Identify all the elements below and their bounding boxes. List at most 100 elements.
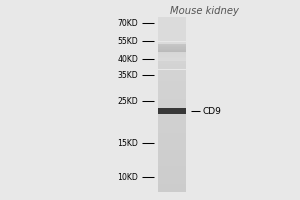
Bar [158, 187, 186, 189]
Bar [158, 172, 186, 173]
Bar [158, 113, 186, 114]
Bar [158, 85, 186, 86]
Bar [158, 146, 186, 148]
Bar [158, 93, 186, 94]
Bar [158, 166, 186, 168]
Bar [158, 23, 186, 24]
Bar [158, 36, 186, 37]
Bar [158, 59, 186, 60]
Bar [158, 112, 186, 113]
Bar [158, 164, 186, 165]
Bar [158, 150, 186, 151]
Bar [158, 177, 186, 178]
Bar [158, 48, 186, 50]
Bar [158, 182, 186, 183]
Bar [158, 131, 186, 132]
Bar [158, 88, 186, 89]
Bar [158, 65, 186, 66]
Bar [158, 148, 186, 149]
Bar [158, 170, 186, 171]
Bar [158, 158, 186, 159]
Bar [158, 24, 186, 25]
Bar [158, 51, 186, 52]
Bar [158, 176, 186, 177]
Bar [158, 174, 186, 176]
Bar [158, 107, 186, 108]
Bar [158, 30, 186, 31]
Bar [158, 157, 186, 158]
Bar [158, 118, 186, 120]
Bar [158, 47, 186, 48]
Bar [158, 39, 186, 40]
Bar [158, 73, 186, 74]
Bar [158, 57, 186, 58]
Bar [158, 62, 186, 64]
Bar [158, 142, 186, 143]
Text: 70KD: 70KD [118, 19, 138, 27]
Bar [158, 87, 186, 88]
Bar [158, 89, 186, 90]
Bar [158, 50, 186, 51]
Bar [158, 103, 186, 105]
Bar [158, 79, 186, 80]
Bar [158, 155, 186, 156]
Bar [158, 77, 186, 78]
Text: CD9: CD9 [202, 107, 221, 116]
Bar [158, 53, 186, 54]
Bar [158, 110, 186, 112]
Bar [158, 122, 186, 123]
Bar [158, 162, 186, 163]
Bar [158, 137, 186, 138]
Bar [158, 75, 186, 76]
Bar [158, 167, 186, 169]
Bar [158, 21, 186, 22]
Bar [158, 141, 186, 142]
Bar [158, 130, 186, 131]
Bar [158, 84, 186, 85]
Bar [158, 71, 186, 72]
Bar [158, 37, 186, 38]
Bar [158, 184, 186, 185]
Bar [158, 34, 186, 36]
Bar [158, 102, 186, 103]
Bar [158, 54, 186, 55]
Bar [158, 152, 186, 154]
Bar [158, 183, 186, 184]
Bar [158, 61, 186, 62]
Bar [158, 86, 186, 87]
Bar [158, 191, 186, 192]
Bar [158, 19, 186, 21]
Bar [158, 135, 186, 136]
Bar [158, 132, 186, 134]
Bar [158, 27, 186, 29]
Bar [158, 74, 186, 75]
Bar [158, 94, 186, 95]
Bar [158, 154, 186, 155]
Bar [158, 151, 186, 152]
Bar [158, 52, 186, 53]
Bar [158, 42, 186, 43]
Bar [158, 55, 186, 57]
Bar [158, 68, 186, 70]
Text: 55KD: 55KD [118, 36, 138, 46]
Bar [158, 149, 186, 150]
Bar [158, 17, 186, 18]
Text: 40KD: 40KD [117, 54, 138, 64]
Bar [158, 95, 186, 96]
Bar [158, 143, 186, 144]
Bar [158, 106, 186, 107]
Text: 10KD: 10KD [117, 172, 138, 182]
Bar [158, 169, 186, 170]
Bar [158, 22, 186, 23]
Bar [158, 29, 186, 30]
Bar [158, 60, 186, 61]
Bar [158, 81, 186, 82]
Bar [158, 165, 186, 166]
Bar [158, 171, 186, 172]
Bar [158, 100, 186, 101]
Bar [158, 128, 186, 129]
Bar [158, 127, 186, 128]
Bar [158, 40, 186, 41]
Bar [158, 64, 186, 65]
Bar [158, 116, 186, 117]
